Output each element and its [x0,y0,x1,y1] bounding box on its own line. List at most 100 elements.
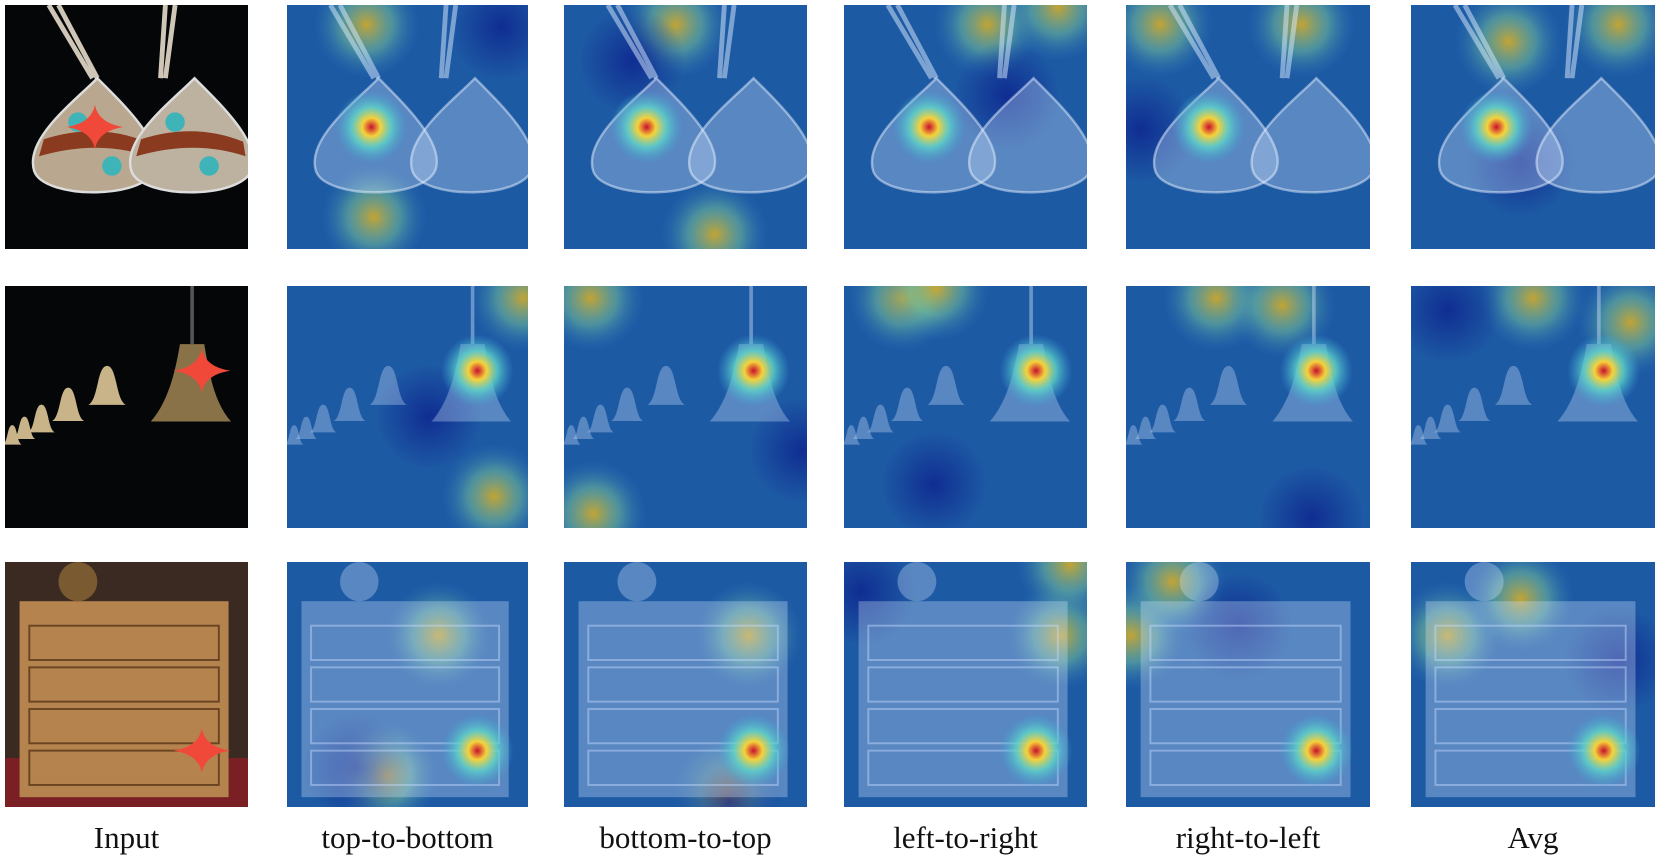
heat-region [1257,465,1366,529]
heat-region [1126,75,1195,184]
drawer [28,708,220,745]
heat-region [880,431,988,529]
small-bell [1173,387,1206,422]
small-bell [844,425,861,445]
click-point [173,348,231,393]
pendant [1250,76,1371,194]
image-cell [1411,286,1656,528]
heat-region [661,180,769,250]
drawer [28,624,220,661]
clock [617,562,657,602]
image-cell [844,5,1088,249]
drawer [587,666,779,703]
heat-region [578,7,686,115]
heat-region [1016,562,1088,619]
string [885,5,1017,80]
image-cell [1126,562,1370,807]
small-bell [852,416,875,439]
hotspot [1459,90,1533,164]
image-cell [5,562,248,807]
heat-region [470,286,529,352]
drawer [310,666,501,703]
small-bell [295,416,317,439]
hotspot [1279,713,1353,788]
image-cell [287,562,528,808]
hotspot [1172,90,1246,164]
column-label: Input [94,820,160,855]
image-cell [844,562,1088,807]
small-bell [88,365,126,405]
heat-region [1184,571,1292,680]
stone [165,112,185,132]
hotspot [717,713,790,788]
small-bell [309,404,337,433]
string [46,5,178,80]
hotspot [999,713,1073,788]
column-label: Avg [1507,820,1558,855]
small-bell [1209,365,1248,405]
drawer [1434,624,1627,661]
small-bell [587,404,614,433]
heat-region [1467,562,1575,653]
small-bell [1126,425,1143,445]
clock [897,562,937,602]
image-cell [844,286,1087,529]
bell [150,344,231,422]
column-label: bottom-to-top [599,820,771,855]
heat-region [1454,5,1563,96]
column-label: top-to-bottom [321,820,493,855]
drawer [867,624,1059,661]
heat-region [564,286,645,352]
hotspot [610,90,684,164]
small-bell [572,416,595,439]
small-bell [611,387,644,422]
heat-region [1411,286,1502,364]
pendant [687,76,808,194]
click-point [173,728,231,773]
small-bell [369,365,407,405]
hotspot [892,90,966,164]
column-labels: Input top-to-bottom bottom-to-top left-to-r… [94,820,1559,855]
heat-region [441,443,529,529]
hotspot [441,713,514,788]
clock [1179,562,1219,602]
small-bell [5,425,22,445]
small-bell [287,425,304,445]
pendant [409,76,529,194]
pendant [1535,76,1656,194]
small-bell [1411,425,1428,445]
hotspot [999,334,1073,407]
hotspot [441,334,514,407]
heat-region [1479,286,1587,352]
pattern [136,131,246,157]
small-bell [564,425,581,445]
small-bell [1458,387,1491,422]
image-cell [1411,562,1656,807]
dresser [19,601,229,798]
small-bell [333,387,366,422]
string [1452,5,1585,80]
heat-region [1248,5,1356,79]
hotspot [717,334,790,407]
small-bell [28,404,55,433]
image-cell [5,5,249,249]
drawer [1149,624,1342,661]
image-cell [1126,5,1371,249]
small-bell [13,416,36,439]
image-cell [287,286,529,529]
string [605,5,737,80]
clock [340,562,379,602]
small-bell [647,365,685,405]
heat-region [448,5,529,81]
drawer [28,749,220,786]
image-cell [564,286,808,529]
hotspot [1279,334,1353,407]
heat-region [564,460,647,529]
heat-region [303,713,410,808]
small-bell [1134,416,1157,439]
small-bell [927,365,965,405]
string [1167,5,1300,80]
small-bell [1419,416,1442,439]
stone [102,156,122,176]
